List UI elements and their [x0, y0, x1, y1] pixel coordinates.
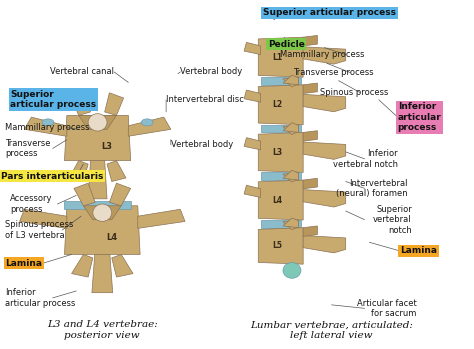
Text: Lumbar vertebrae, articulated:
left lateral view: Lumbar vertebrae, articulated: left late… — [250, 320, 413, 340]
Text: Vertebral canal: Vertebral canal — [50, 67, 114, 76]
Polygon shape — [64, 201, 131, 209]
Polygon shape — [283, 77, 299, 87]
Text: Intervertebral
(neural) foramen: Intervertebral (neural) foramen — [336, 179, 407, 198]
Polygon shape — [244, 138, 261, 150]
Text: Transverse
process: Transverse process — [5, 139, 51, 158]
Polygon shape — [283, 125, 299, 134]
Polygon shape — [69, 161, 88, 181]
Polygon shape — [283, 220, 299, 230]
Text: Mammillary process: Mammillary process — [280, 50, 365, 59]
Ellipse shape — [93, 204, 112, 221]
Text: L4: L4 — [106, 232, 118, 242]
Text: Intervertebral disc: Intervertebral disc — [166, 95, 244, 104]
Polygon shape — [261, 125, 301, 132]
Polygon shape — [72, 254, 93, 277]
Polygon shape — [261, 220, 301, 228]
Polygon shape — [283, 123, 299, 132]
Polygon shape — [105, 93, 124, 116]
Text: Transverse process: Transverse process — [293, 68, 374, 77]
Polygon shape — [72, 93, 91, 116]
Polygon shape — [303, 142, 346, 159]
Polygon shape — [303, 83, 318, 94]
Text: L5: L5 — [272, 242, 282, 251]
Text: L3 and L4 vertebrae:
posterior view: L3 and L4 vertebrae: posterior view — [47, 320, 158, 340]
Text: L1: L1 — [272, 53, 282, 62]
Text: Superior
articular process: Superior articular process — [10, 90, 96, 110]
Text: Pars interarticularis: Pars interarticularis — [0, 172, 103, 181]
Polygon shape — [88, 161, 107, 199]
Polygon shape — [303, 178, 318, 189]
Polygon shape — [19, 209, 67, 228]
Polygon shape — [244, 43, 261, 54]
Polygon shape — [112, 254, 133, 277]
Text: Lamina: Lamina — [5, 259, 42, 268]
Polygon shape — [24, 117, 67, 136]
Ellipse shape — [141, 119, 153, 126]
Polygon shape — [244, 90, 261, 102]
Text: Mammillary process: Mammillary process — [5, 123, 90, 132]
Polygon shape — [258, 228, 303, 264]
Polygon shape — [261, 172, 301, 180]
Text: L2: L2 — [272, 100, 282, 109]
Polygon shape — [303, 131, 318, 141]
Polygon shape — [303, 47, 346, 64]
Polygon shape — [258, 37, 303, 77]
Text: L4: L4 — [272, 195, 282, 205]
Polygon shape — [64, 206, 140, 254]
Ellipse shape — [88, 114, 107, 131]
Polygon shape — [109, 183, 131, 206]
Text: Spinous process: Spinous process — [320, 88, 388, 97]
Text: Lamina: Lamina — [400, 246, 437, 255]
Polygon shape — [283, 218, 299, 228]
Polygon shape — [138, 209, 185, 228]
Polygon shape — [258, 85, 303, 125]
Polygon shape — [303, 94, 346, 112]
Text: Inferior
articular process: Inferior articular process — [5, 288, 76, 307]
Polygon shape — [283, 75, 299, 85]
Polygon shape — [107, 161, 126, 181]
Text: Inferior
vertebral notch: Inferior vertebral notch — [333, 149, 398, 169]
Polygon shape — [244, 185, 261, 198]
Polygon shape — [303, 226, 318, 236]
Polygon shape — [64, 116, 131, 161]
Text: Articular facet
for sacrum: Articular facet for sacrum — [357, 299, 417, 318]
Text: Vertebral body: Vertebral body — [180, 67, 243, 76]
Text: Vertebral body: Vertebral body — [171, 140, 233, 149]
Polygon shape — [283, 170, 299, 180]
Text: Accessory
process: Accessory process — [10, 194, 53, 214]
Ellipse shape — [42, 119, 54, 126]
Polygon shape — [303, 236, 346, 253]
Polygon shape — [74, 183, 95, 206]
Polygon shape — [128, 117, 171, 136]
Text: Spinous process
of L3 vertebra: Spinous process of L3 vertebra — [5, 221, 74, 240]
Polygon shape — [303, 190, 346, 207]
Text: Superior
vertebral
notch: Superior vertebral notch — [373, 205, 412, 235]
Polygon shape — [303, 36, 318, 46]
Polygon shape — [258, 180, 303, 220]
Polygon shape — [283, 172, 299, 182]
Text: L3: L3 — [101, 142, 112, 151]
Polygon shape — [261, 77, 301, 85]
Polygon shape — [79, 116, 117, 129]
Ellipse shape — [283, 262, 301, 278]
Text: Pedicle: Pedicle — [268, 40, 305, 49]
Text: Superior articular process: Superior articular process — [263, 8, 396, 17]
Polygon shape — [83, 206, 121, 220]
Polygon shape — [258, 132, 303, 172]
Polygon shape — [92, 254, 113, 293]
Text: Inferior
articular
process: Inferior articular process — [398, 102, 441, 132]
Text: L3: L3 — [272, 148, 282, 157]
